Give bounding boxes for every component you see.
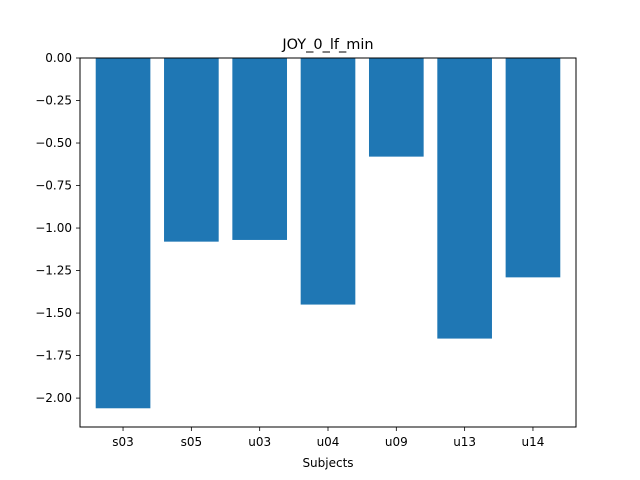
- y-tick-label-3: −0.75: [35, 179, 72, 193]
- x-axis-label: Subjects: [302, 456, 353, 470]
- x-axis-ticks: s03 s05 u03 u04 u09 u13 u14: [112, 427, 544, 449]
- x-tick-label-u14: u14: [522, 435, 545, 449]
- bar-u03: [232, 58, 288, 240]
- y-tick-label-7: −1.75: [35, 349, 72, 363]
- x-tick-label-u13: u13: [453, 435, 476, 449]
- bar-u14: [505, 58, 561, 278]
- x-tick-label-u03: u03: [248, 435, 271, 449]
- chart-title: JOY_0_lf_min: [281, 37, 373, 53]
- y-tick-label-0: 0.00: [45, 51, 72, 65]
- bar-s05: [164, 58, 219, 242]
- bar-u13: [437, 58, 492, 339]
- y-tick-label-8: −2.00: [35, 391, 72, 405]
- bar-u04: [300, 58, 356, 305]
- y-tick-label-4: −1.00: [35, 221, 72, 235]
- bar-s03: [95, 58, 151, 409]
- y-tick-label-1: −0.25: [35, 94, 72, 108]
- x-tick-label-s03: s03: [112, 435, 134, 449]
- x-tick-label-u04: u04: [317, 435, 340, 449]
- y-tick-label-2: −0.50: [35, 136, 72, 150]
- plot-frame: [79, 57, 577, 428]
- y-tick-label-6: −1.50: [35, 306, 72, 320]
- bar-u09: [368, 58, 424, 157]
- x-tick-label-u09: u09: [385, 435, 408, 449]
- bars-group: [95, 58, 561, 409]
- y-axis-ticks: 0.00 −0.25 −0.50 −0.75 −1.00 −1.25 −1.50 −1.75 −…: [35, 51, 80, 405]
- x-tick-label-s05: s05: [181, 435, 203, 449]
- y-tick-label-5: −1.25: [35, 264, 72, 278]
